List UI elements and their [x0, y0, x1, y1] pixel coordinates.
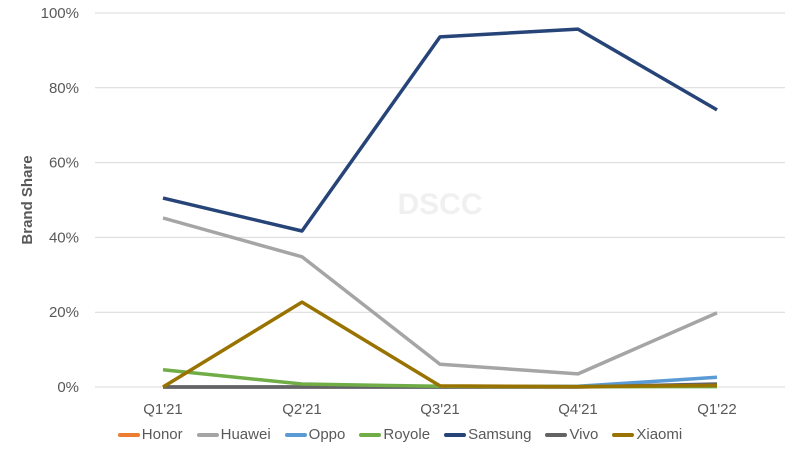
x-axis-ticks: Q1'21 Q2'21 Q3'21 Q4'21 Q1'22: [143, 401, 737, 418]
legend-swatch: [444, 432, 467, 437]
y-tick-label: 0%: [57, 379, 79, 396]
x-tick-label: Q1'22: [697, 401, 737, 418]
legend-item-huawei: Huawei: [196, 426, 271, 443]
x-tick-label: Q1'21: [143, 401, 183, 418]
y-tick-label: 20%: [49, 304, 79, 321]
series-line-samsung: [162, 27, 718, 233]
y-tick-label: 40%: [49, 229, 79, 246]
series-lines: [162, 27, 718, 389]
legend-label: Vivo: [569, 426, 599, 443]
y-axis-ticks: 0% 20% 40% 60% 80% 100%: [41, 5, 79, 396]
legend-item-royole: Royole: [359, 426, 430, 443]
series-line-huawei: [162, 216, 718, 376]
legend-label: Oppo: [308, 426, 346, 443]
legend-swatch: [117, 432, 140, 437]
x-tick-label: Q3'21: [420, 401, 460, 418]
series-line-xiaomi: [162, 300, 718, 389]
legend-swatch: [196, 432, 219, 437]
legend-label: Xiaomi: [636, 426, 683, 443]
legend-item-vivo: Vivo: [545, 426, 598, 443]
legend: Honor Huawei Oppo Royole Samsung Vivo Xiaomi: [0, 426, 800, 443]
watermark: DSCC: [397, 188, 482, 221]
legend-swatch: [545, 432, 568, 437]
legend-label: Samsung: [468, 426, 532, 443]
y-tick-label: 100%: [41, 5, 79, 22]
x-tick-label: Q4'21: [558, 401, 598, 418]
legend-swatch: [284, 432, 307, 437]
x-tick-label: Q2'21: [282, 401, 322, 418]
legend-label: Royole: [383, 426, 431, 443]
legend-label: Honor: [141, 426, 183, 443]
legend-item-honor: Honor: [117, 426, 183, 443]
legend-swatch: [612, 432, 635, 437]
y-tick-label: 80%: [49, 80, 79, 97]
legend-item-samsung: Samsung: [444, 426, 531, 443]
legend-item-xiaomi: Xiaomi: [612, 426, 682, 443]
legend-item-oppo: Oppo: [284, 426, 346, 443]
legend-swatch: [359, 432, 382, 437]
legend-label: Huawei: [220, 426, 271, 443]
y-tick-label: 60%: [49, 155, 79, 172]
y-axis-label: Brand Share: [19, 155, 36, 244]
